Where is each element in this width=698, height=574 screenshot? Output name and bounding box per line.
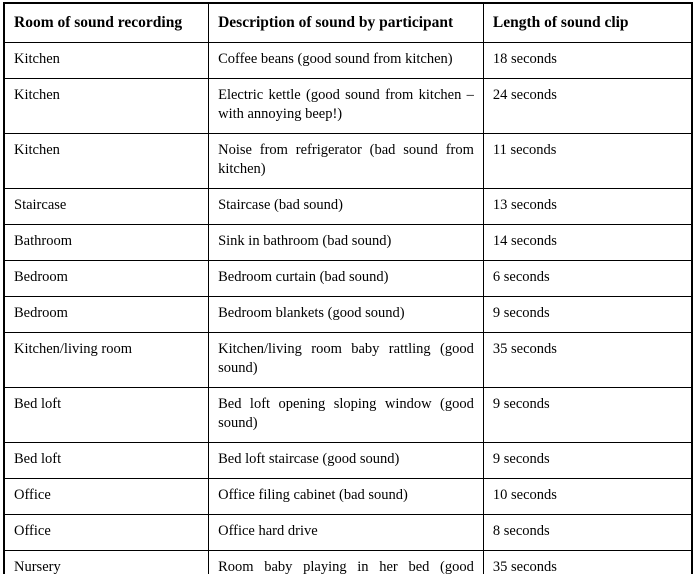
table-row: Nursery Room baby playing in her bed (go… (3, 550, 693, 574)
cell-description: Coffee beans (good sound from kitchen) (208, 42, 484, 79)
cell-length: 8 seconds (482, 514, 693, 551)
cell-description: Room baby playing in her bed (good sound… (208, 550, 484, 574)
cell-description: Bed loft opening sloping window (good so… (208, 387, 484, 443)
cell-length: 6 seconds (482, 260, 693, 297)
cell-length: 9 seconds (482, 296, 693, 333)
cell-length: 13 seconds (482, 188, 693, 225)
cell-description: Bed loft staircase (good sound) (208, 442, 484, 479)
cell-room: Staircase (3, 188, 210, 225)
table-row: Kitchen Noise from refrigerator (bad sou… (3, 133, 693, 189)
cell-length: 9 seconds (482, 442, 693, 479)
cell-room: Kitchen (3, 78, 210, 134)
table-row: Kitchen Coffee beans (good sound from ki… (3, 42, 693, 79)
table-body: Kitchen Coffee beans (good sound from ki… (3, 42, 693, 574)
table-row: Staircase Staircase (bad sound) 13 secon… (3, 188, 693, 225)
table-row: Office Office filing cabinet (bad sound)… (3, 478, 693, 515)
cell-length: 24 seconds (482, 78, 693, 134)
cell-room: Bed loft (3, 442, 210, 479)
header-room: Room of sound recording (3, 2, 210, 43)
sound-recording-table: Room of sound recording Description of s… (3, 2, 693, 574)
cell-room: Bedroom (3, 296, 210, 333)
header-description: Description of sound by participant (208, 2, 484, 43)
table-row: Bedroom Bedroom blankets (good sound) 9 … (3, 296, 693, 333)
cell-room: Kitchen (3, 42, 210, 79)
cell-length: 10 seconds (482, 478, 693, 515)
cell-length: 9 seconds (482, 387, 693, 443)
table-row: Kitchen Electric kettle (good sound from… (3, 78, 693, 134)
cell-length: 14 seconds (482, 224, 693, 261)
cell-description: Electric kettle (good sound from kitchen… (208, 78, 484, 134)
cell-room: Kitchen (3, 133, 210, 189)
cell-description: Office hard drive (208, 514, 484, 551)
cell-room: Nursery (3, 550, 210, 574)
cell-description: Bedroom curtain (bad sound) (208, 260, 484, 297)
cell-room: Office (3, 478, 210, 515)
cell-description: Sink in bathroom (bad sound) (208, 224, 484, 261)
cell-length: 35 seconds (482, 332, 693, 388)
table-row: Kitchen/living room Kitchen/living room … (3, 332, 693, 388)
table-row: Bed loft Bed loft opening sloping window… (3, 387, 693, 443)
header-length: Length of sound clip (482, 2, 693, 43)
header-row: Room of sound recording Description of s… (3, 2, 693, 43)
cell-room: Bed loft (3, 387, 210, 443)
table-row: Bathroom Sink in bathroom (bad sound) 14… (3, 224, 693, 261)
cell-room: Office (3, 514, 210, 551)
cell-room: Bedroom (3, 260, 210, 297)
cell-length: 35 seconds (482, 550, 693, 574)
cell-length: 11 seconds (482, 133, 693, 189)
cell-description: Staircase (bad sound) (208, 188, 484, 225)
cell-description: Bedroom blankets (good sound) (208, 296, 484, 333)
cell-room: Kitchen/living room (3, 332, 210, 388)
table-row: Bedroom Bedroom curtain (bad sound) 6 se… (3, 260, 693, 297)
cell-description: Kitchen/living room baby rattling (good … (208, 332, 484, 388)
cell-description: Office filing cabinet (bad sound) (208, 478, 484, 515)
table-row: Office Office hard drive 8 seconds (3, 514, 693, 551)
cell-length: 18 seconds (482, 42, 693, 79)
cell-description: Noise from refrigerator (bad sound from … (208, 133, 484, 189)
cell-room: Bathroom (3, 224, 210, 261)
table-row: Bed loft Bed loft staircase (good sound)… (3, 442, 693, 479)
